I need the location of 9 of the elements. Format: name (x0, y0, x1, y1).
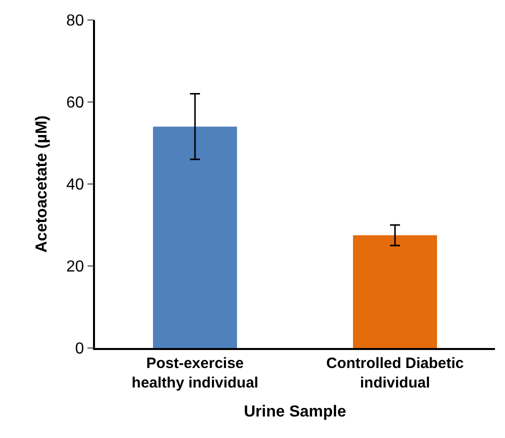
y-tick-label: 40 (66, 176, 84, 194)
x-tick-label: Post-exercise healthy individual (132, 354, 258, 392)
x-tick-label: Controlled Diabetic individual (326, 354, 464, 392)
x-axis-title: Urine Sample (244, 403, 346, 420)
y-tick-label: 60 (66, 94, 84, 112)
y-tick-label: 80 (66, 12, 84, 30)
y-axis-title: Acetoacetate (µM) (34, 115, 51, 253)
y-tick-label: 20 (66, 258, 84, 276)
y-tick-label: 0 (75, 340, 84, 358)
